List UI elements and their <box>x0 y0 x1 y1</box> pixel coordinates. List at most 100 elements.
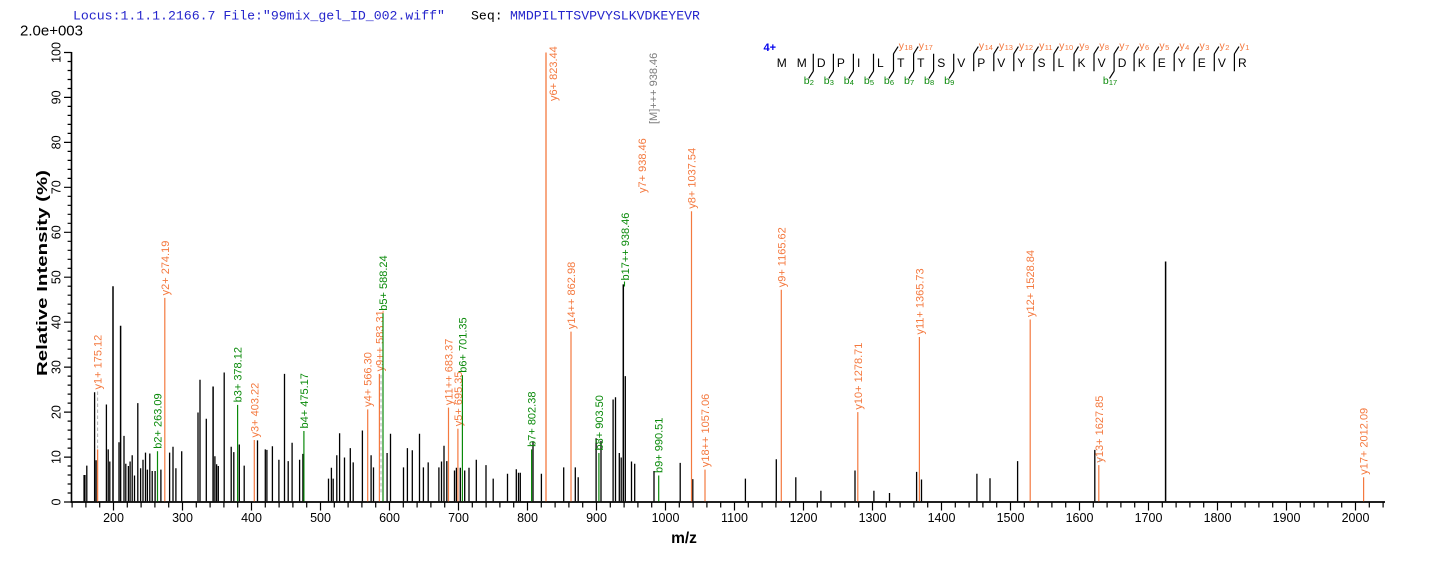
svg-text:4: 4 <box>1185 43 1189 52</box>
svg-text:S: S <box>1038 56 1046 70</box>
svg-text:3: 3 <box>1205 43 1209 52</box>
svg-text:20: 20 <box>50 405 64 419</box>
svg-text:90: 90 <box>50 90 64 104</box>
svg-text:50: 50 <box>50 270 64 284</box>
svg-text:1200: 1200 <box>790 511 818 525</box>
svg-text:y: y <box>1019 40 1025 52</box>
svg-text:11: 11 <box>1045 43 1053 52</box>
svg-text:V: V <box>997 56 1005 70</box>
svg-text:b: b <box>924 75 930 87</box>
svg-text:R: R <box>1238 56 1247 70</box>
svg-text:y2+ 274.19: y2+ 274.19 <box>160 241 172 296</box>
svg-text:y6+ 823.44: y6+ 823.44 <box>548 46 560 101</box>
svg-text:60: 60 <box>50 225 64 239</box>
svg-text:y12+ 1528.84: y12+ 1528.84 <box>1025 250 1037 317</box>
svg-text:b5+ 588.24: b5+ 588.24 <box>378 255 390 310</box>
svg-text:P: P <box>977 56 985 70</box>
svg-text:m/z: m/z <box>671 530 697 547</box>
svg-text:I: I <box>857 56 860 70</box>
svg-text:700: 700 <box>448 511 469 525</box>
svg-text:b8+ 903.50: b8+ 903.50 <box>594 395 606 450</box>
svg-text:500: 500 <box>310 511 331 525</box>
svg-text:L: L <box>877 56 884 70</box>
svg-text:L: L <box>1058 56 1065 70</box>
svg-text:b: b <box>884 75 890 87</box>
svg-text:T: T <box>897 56 905 70</box>
svg-text:b: b <box>864 75 870 87</box>
svg-text:1900: 1900 <box>1273 511 1301 525</box>
svg-text:y4+ 566.30: y4+ 566.30 <box>363 352 375 407</box>
svg-text:P: P <box>837 56 845 70</box>
svg-text:3: 3 <box>830 78 834 87</box>
svg-text:y: y <box>1159 40 1165 52</box>
svg-text:1300: 1300 <box>859 511 887 525</box>
svg-text:18: 18 <box>904 43 912 52</box>
svg-text:1000: 1000 <box>652 511 680 525</box>
svg-text:b: b <box>904 75 910 87</box>
svg-text:600: 600 <box>379 511 400 525</box>
svg-text:9: 9 <box>950 78 954 87</box>
svg-text:y9+ 1165.62: y9+ 1165.62 <box>776 227 788 287</box>
svg-text:MMDPILTTSVPVYSLKVDKEYEVR: MMDPILTTSVPVYSLKVDKEYEVR <box>510 9 700 24</box>
svg-text:y: y <box>1119 40 1125 52</box>
svg-text:1400: 1400 <box>928 511 956 525</box>
svg-text:T: T <box>917 56 925 70</box>
svg-text:4: 4 <box>850 78 854 87</box>
svg-text:y11+ 1365.73: y11+ 1365.73 <box>914 268 926 334</box>
svg-text:y: y <box>1240 40 1246 52</box>
svg-text:300: 300 <box>172 511 193 525</box>
svg-text:S: S <box>937 56 945 70</box>
svg-text:b7+ 802.38: b7+ 802.38 <box>527 392 539 447</box>
svg-text:M: M <box>797 56 807 70</box>
svg-text:2: 2 <box>1225 43 1229 52</box>
svg-text:100: 100 <box>50 42 64 63</box>
svg-text:y: y <box>919 40 925 52</box>
svg-text:y: y <box>1200 40 1206 52</box>
svg-text:y: y <box>1059 40 1065 52</box>
svg-text:y: y <box>999 40 1005 52</box>
svg-text:b: b <box>804 75 810 87</box>
svg-text:y: y <box>1099 40 1105 52</box>
svg-text:13: 13 <box>1005 43 1013 52</box>
svg-text:b3+ 378.12: b3+ 378.12 <box>233 347 245 402</box>
svg-text:12: 12 <box>1025 43 1033 52</box>
svg-text:y11++ 683.37: y11++ 683.37 <box>444 339 456 405</box>
svg-text:y8+ 1037.54: y8+ 1037.54 <box>687 148 699 209</box>
svg-text:8: 8 <box>1105 43 1109 52</box>
svg-text:1: 1 <box>1245 43 1249 52</box>
svg-text:y: y <box>899 40 905 52</box>
svg-text:1500: 1500 <box>997 511 1025 525</box>
svg-text:14: 14 <box>985 43 993 52</box>
svg-text:70: 70 <box>50 180 64 194</box>
svg-text:y17+ 2012.09: y17+ 2012.09 <box>1359 408 1371 475</box>
svg-text:1600: 1600 <box>1066 511 1094 525</box>
svg-text:y: y <box>1079 40 1085 52</box>
svg-text:5: 5 <box>870 78 874 87</box>
svg-text:y: y <box>1039 40 1045 52</box>
svg-text:1800: 1800 <box>1204 511 1232 525</box>
svg-text:b: b <box>824 75 830 87</box>
svg-text:900: 900 <box>586 511 607 525</box>
svg-text:80: 80 <box>50 135 64 149</box>
svg-text:b: b <box>944 75 950 87</box>
svg-text:b2+ 263.09: b2+ 263.09 <box>153 393 165 448</box>
svg-text:6: 6 <box>890 78 894 87</box>
svg-text:[M]+++ 938.46: [M]+++ 938.46 <box>648 53 660 124</box>
svg-text:400: 400 <box>241 511 262 525</box>
svg-text:Y: Y <box>1178 56 1186 70</box>
svg-text:17: 17 <box>925 43 933 52</box>
svg-text:0: 0 <box>50 498 64 505</box>
svg-text:Locus:1.1.1.2166.7 File:"99mix: Locus:1.1.1.2166.7 File:"99mix_gel_ID_00… <box>73 9 445 24</box>
svg-text:2.0e+003: 2.0e+003 <box>20 23 83 40</box>
svg-text:y: y <box>979 40 985 52</box>
svg-text:b: b <box>1103 75 1109 87</box>
svg-text:V: V <box>1218 56 1226 70</box>
svg-text:10: 10 <box>50 450 64 464</box>
svg-text:b4+ 475.17: b4+ 475.17 <box>299 373 311 428</box>
svg-text:y3+ 403.22: y3+ 403.22 <box>249 383 261 438</box>
svg-text:E: E <box>1198 56 1206 70</box>
svg-text:b9+ 990.51: b9+ 990.51 <box>654 418 666 473</box>
svg-text:y14++ 862.98: y14++ 862.98 <box>566 262 578 329</box>
svg-text:y5+ 695.35: y5+ 695.35 <box>453 371 465 426</box>
svg-text:200: 200 <box>103 511 124 525</box>
